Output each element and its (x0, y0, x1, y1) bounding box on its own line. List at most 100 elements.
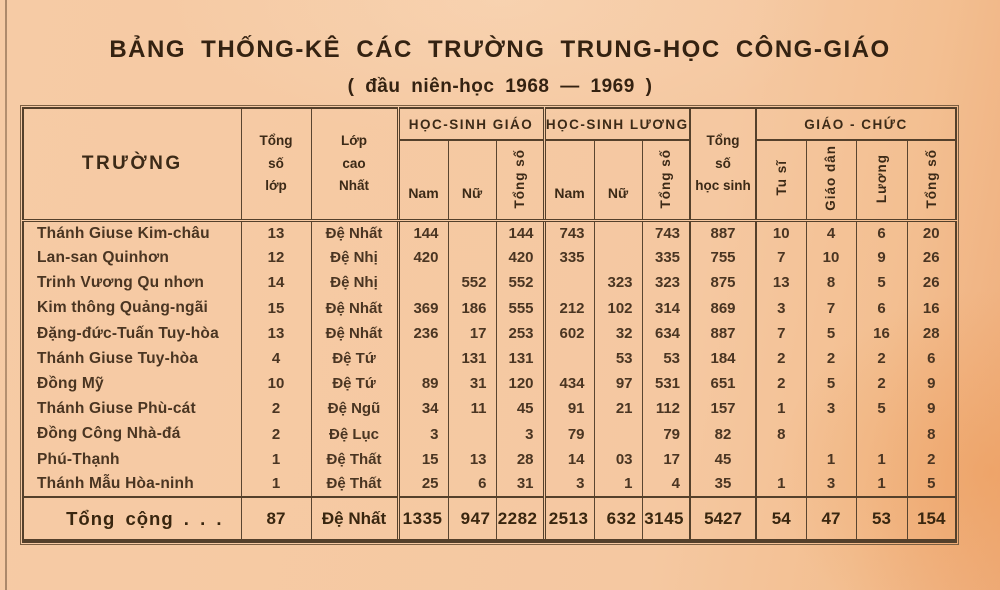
school-name-cell: Thánh Giuse Tuy-hòa (37, 349, 199, 367)
cell-gc-tong: 8 (906, 421, 957, 447)
table-row: Thánh Giuse Tuy-hòa 4 Đệ Tứ 131 131 53 5… (23, 345, 957, 372)
total-cell: 2282 (495, 496, 545, 542)
cell-giao-tong: 31 (495, 471, 545, 498)
cell-giao-nam: 34 (396, 396, 448, 422)
header-row-groups: TRƯỜNG Tổng số lớp Lớp cao Nhất HỌC-SINH… (23, 108, 957, 222)
school-name-cell: Trinh Vương Qu nhơn (37, 274, 205, 292)
cell-luong-tong: 335 (641, 245, 691, 271)
cell-luong-tong: 634 (641, 320, 691, 346)
cell-tong-so-lop: 10 (240, 371, 311, 397)
cell-luong-tong: 17 (641, 446, 691, 472)
cell-tong-hoc-sinh: 82 (689, 421, 757, 447)
cell-giao-nu: 11 (447, 396, 496, 422)
cell-giao-nam (396, 270, 448, 296)
cell-tong-hoc-sinh: 755 (689, 245, 757, 271)
cell-luong-tong: 79 (641, 421, 691, 447)
cell-luong-nam: 91 (542, 396, 595, 422)
cell-gc-tong: 20 (906, 220, 957, 246)
cell-tong-hoc-sinh: 35 (689, 471, 757, 498)
cell-tong-so-lop: 15 (240, 295, 311, 321)
cell-luong-nu: 32 (593, 320, 643, 346)
cell-tu-si: 3 (755, 295, 807, 321)
cell-tong-so-lop: 14 (240, 270, 311, 296)
total-cell: 2513 (542, 496, 595, 542)
cell-gc-tong: 6 (906, 345, 957, 372)
cell-luong-nu: 21 (593, 396, 643, 422)
cell-tong-hoc-sinh: 157 (689, 396, 757, 422)
total-cell: 54 (755, 496, 807, 542)
cell-giao-dan: 3 (805, 396, 857, 422)
cell-giao-tong: 253 (495, 320, 545, 346)
cell-gc-tong: 9 (906, 396, 957, 422)
cell-giao-dan: 7 (805, 295, 857, 321)
group-header-giao-chuc: GIÁO - CHỨC (755, 108, 957, 141)
cell-giao-nu: 31 (447, 371, 496, 397)
cell-gc-tong: 16 (906, 295, 957, 321)
cell-tong-hoc-sinh: 887 (689, 320, 757, 346)
cell-luong-gc (855, 421, 908, 447)
cell-giao-dan: 10 (805, 245, 857, 271)
col-header-luong: Lương (855, 140, 908, 222)
cell-luong-nam (542, 270, 595, 296)
cell-luong-gc: 6 (855, 220, 908, 246)
table-row: Thánh Giuse Kim-châu 13 Đệ Nhất 144 144 … (23, 220, 957, 246)
col-header-giao-dan: Giáo dân (805, 140, 857, 222)
col-header-gc-tong-so: Tổng số (906, 140, 957, 222)
cell-luong-nu (593, 220, 643, 246)
cell-giao-tong: 28 (495, 446, 545, 472)
cell-tong-hoc-sinh: 184 (689, 345, 757, 372)
cell-tu-si: 2 (755, 345, 807, 372)
cell-tu-si: 7 (755, 245, 807, 271)
table-body: Thánh Giuse Kim-châu 13 Đệ Nhất 144 144 … (23, 220, 957, 498)
cell-luong-nam: 602 (542, 320, 595, 346)
col-header-tong-so-hoc-sinh: Tổng số học sinh (689, 108, 757, 222)
cell-luong-nu: 323 (593, 270, 643, 296)
school-name-cell: Đồng Công Nhà-đá (37, 425, 181, 443)
cell-gc-tong: 2 (906, 446, 957, 472)
cell-lop-cao-nhat: Đệ Ngũ (310, 396, 398, 422)
cell-giao-nu (447, 220, 496, 246)
cell-lop-cao-nhat: Đệ Nhị (310, 270, 398, 296)
table-row: Kim thông Quảng-ngãi 15 Đệ Nhất 369 186 … (23, 295, 957, 321)
cell-luong-nu: 53 (593, 345, 643, 372)
cell-gc-tong: 26 (906, 270, 957, 296)
rotated-label: Tổng số (511, 148, 527, 209)
cell-giao-tong: 3 (495, 421, 545, 447)
cell-giao-nam: 236 (396, 320, 448, 346)
cell-gc-tong: 26 (906, 245, 957, 271)
cell-tong-so-lop: 13 (240, 320, 311, 346)
cell-luong-gc: 5 (855, 396, 908, 422)
cell-luong-nam (542, 345, 595, 372)
cell-giao-nam (396, 345, 448, 372)
cell-tu-si: 7 (755, 320, 807, 346)
school-name-cell: Đồng Mỹ (37, 374, 104, 392)
cell-luong-nam: 434 (542, 371, 595, 397)
cell-tong-so-lop: 2 (240, 421, 311, 447)
cell-lop-cao-nhat: Đệ Thất (310, 446, 398, 472)
total-row: Tổng cộng . . . 87 Đệ Nhất 1335 947 2282… (23, 496, 957, 542)
school-name-cell: Kim thông Quảng-ngãi (37, 299, 209, 317)
group-header-hoc-sinh-luong: HỌC-SINH LƯƠNG (542, 108, 691, 141)
col-header-luong-nu: Nữ (593, 140, 643, 222)
cell-lop-cao-nhat: Đệ Tứ (310, 345, 398, 372)
cell-giao-nu: 131 (447, 345, 496, 372)
table-row: Lan-san Quinhơn 12 Đệ Nhị 420 420 335 33… (23, 245, 957, 271)
cell-lop-cao-nhat: Đệ Nhất (310, 220, 398, 246)
title-block: BẢNG THỐNG-KÊ CÁC TRƯỜNG TRUNG-HỌC CÔNG-… (0, 36, 1000, 98)
cell-giao-nam: 15 (396, 446, 448, 472)
cell-luong-tong: 323 (641, 270, 691, 296)
col-header-lop-cao-nhat: Lớp cao Nhất (310, 108, 398, 222)
cell-tu-si: 1 (755, 471, 807, 498)
total-cell: 632 (593, 496, 643, 542)
cell-tu-si: 10 (755, 220, 807, 246)
cell-luong-gc: 1 (855, 471, 908, 498)
cell-lop-cao-nhat: Đệ Nhất (310, 295, 398, 321)
cell-tu-si: 8 (755, 421, 807, 447)
cell-luong-nu: 03 (593, 446, 643, 472)
total-cell: 47 (805, 496, 857, 542)
rotated-label: Tổng số (923, 148, 939, 209)
total-cell: 154 (906, 496, 957, 542)
cell-tong-hoc-sinh: 875 (689, 270, 757, 296)
total-cell: 947 (447, 496, 496, 542)
cell-lop-cao-nhat: Đệ Lục (310, 421, 398, 447)
